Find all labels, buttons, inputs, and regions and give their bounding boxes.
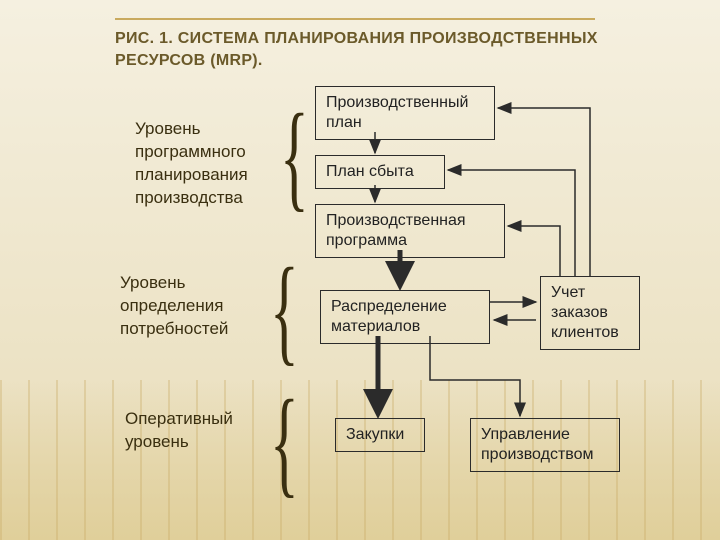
level-1-label: Уровень программного планирования произв… [135,118,285,210]
title-underline [115,18,595,20]
level-1-brace: { [280,96,309,216]
title-line2: РЕСУРСОВ (MRP). [115,52,263,69]
box-purchases: Закупки [335,418,425,452]
box-prod-prog: Производственная программа [315,204,505,258]
level-2-label: Уровень определения потребностей [120,272,270,341]
box-mat-dist: Распределение материалов [320,290,490,344]
level-3-label: Оперативный уровень [125,408,275,454]
box-sales-plan: План сбыта [315,155,445,189]
title-block: РИС. 1. СИСТЕМА ПЛАНИРОВАНИЯ ПРОИЗВОДСТВ… [115,18,615,71]
figure-title: РИС. 1. СИСТЕМА ПЛАНИРОВАНИЯ ПРОИЗВОДСТВ… [115,28,615,71]
title-line1: РИС. 1. СИСТЕМА ПЛАНИРОВАНИЯ ПРОИЗВОДСТВ… [115,30,598,47]
level-2-brace: { [270,250,299,370]
level-3-brace: { [270,382,299,502]
box-orders: Учет заказов клиентов [540,276,640,350]
box-prod-mgmt: Управление производством [470,418,620,472]
box-prod-plan: Производственный план [315,86,495,140]
